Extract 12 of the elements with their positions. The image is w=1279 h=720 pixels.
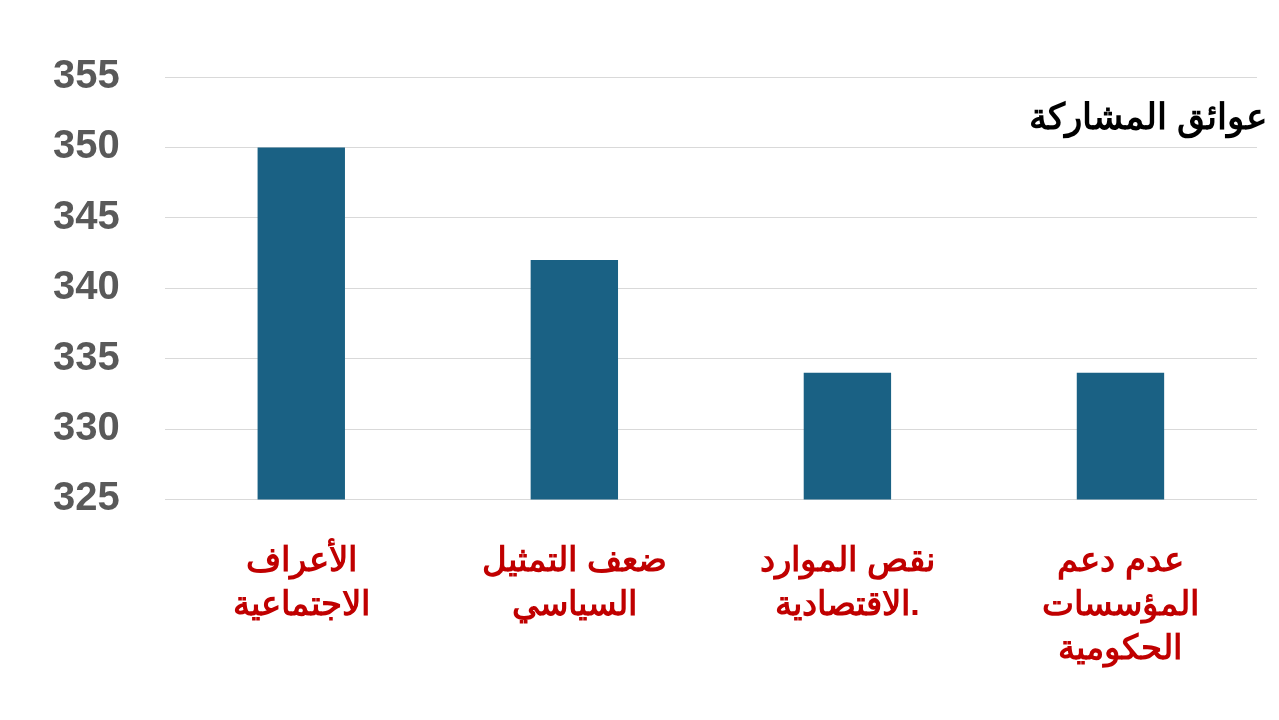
text: عوائق المشاركة xyxy=(1028,95,1267,139)
y-tick-label: 330 xyxy=(52,404,120,449)
y-tick-label: 355 xyxy=(52,52,120,97)
x-tick-label: الأعراف الاجتماعية xyxy=(232,537,370,623)
y-tick-label: 345 xyxy=(52,192,120,237)
x-tick-label: ضعف التمثيل السياسي xyxy=(482,539,667,625)
y-tick-label: 335 xyxy=(52,333,120,378)
x-tick-label: عدم دعم المؤسسات الحكومية xyxy=(1041,539,1199,669)
y-tick-label: 350 xyxy=(52,122,120,167)
y-tick-label: 325 xyxy=(52,474,120,519)
y-tick-label: 340 xyxy=(52,263,120,308)
x-tick-label: نقص الموارد الاقتصادية. xyxy=(760,539,935,623)
